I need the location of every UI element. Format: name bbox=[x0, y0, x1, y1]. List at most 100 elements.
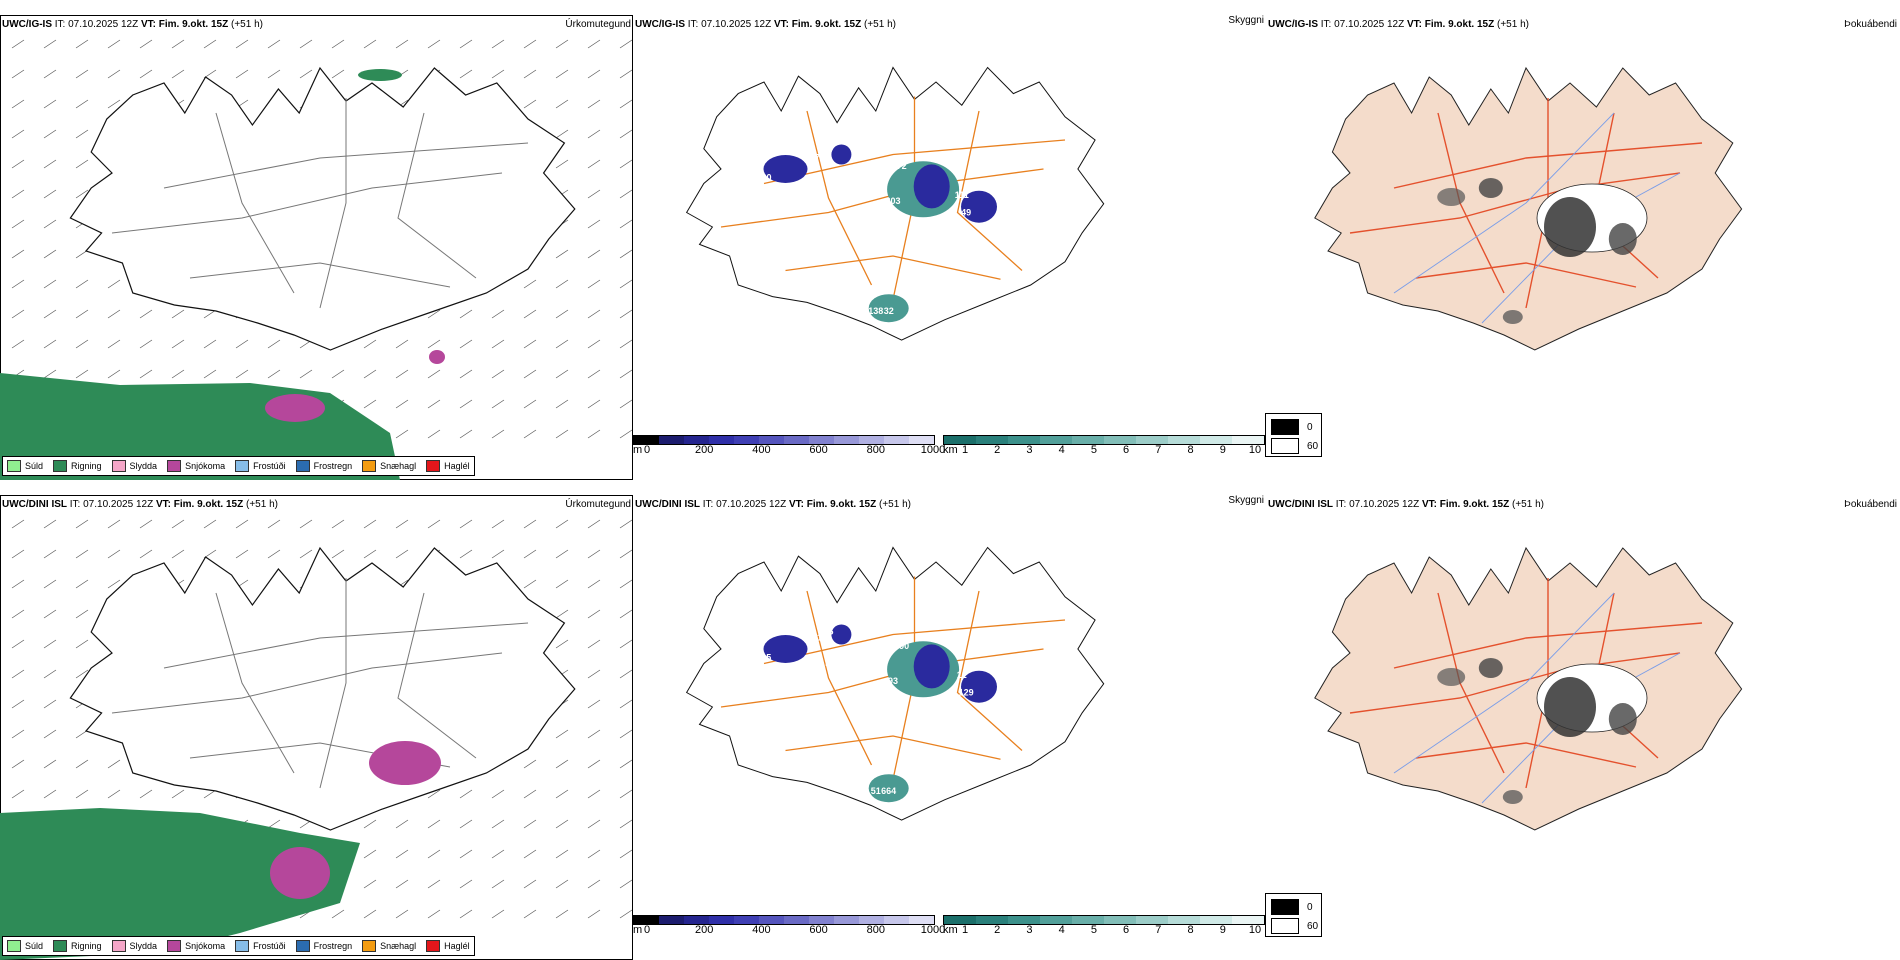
colorbar-tick: 5 bbox=[1090, 444, 1097, 456]
wind-barb bbox=[11, 129, 25, 139]
vt-label: VT: bbox=[1406, 19, 1422, 30]
model-name: UWC/IG-IS bbox=[635, 19, 685, 30]
wind-barb bbox=[363, 549, 377, 559]
wind-barb bbox=[43, 69, 57, 79]
road bbox=[215, 112, 295, 294]
wind-barb bbox=[587, 399, 601, 409]
low-vis-area bbox=[831, 624, 852, 645]
road bbox=[319, 578, 347, 789]
legend-swatch bbox=[53, 460, 68, 472]
colorbar-segment bbox=[1232, 436, 1264, 444]
colorbar-tick: 8 bbox=[1187, 444, 1194, 456]
colorbar-segment bbox=[1168, 436, 1200, 444]
low-vis-area bbox=[961, 190, 997, 223]
colorbar-tick: 0 bbox=[643, 924, 651, 936]
colorbar-tick: 10 bbox=[1248, 924, 1262, 936]
visibility-label: 70 bbox=[815, 152, 825, 162]
colorbar-segment bbox=[1104, 916, 1136, 924]
wind-barb bbox=[555, 339, 569, 349]
road bbox=[1415, 262, 1637, 288]
road bbox=[763, 139, 1066, 185]
it-label: IT: bbox=[54, 19, 66, 30]
colorbar-tick: 800 bbox=[866, 444, 885, 456]
wind-barb bbox=[75, 369, 89, 379]
wind-barb bbox=[427, 819, 441, 829]
it-value: 07.10.2025 12Z bbox=[1349, 499, 1420, 510]
road bbox=[785, 255, 1001, 280]
low-vis-area bbox=[961, 670, 997, 703]
colorbar-tick: 6 bbox=[1123, 444, 1130, 456]
visibility-label: 56 bbox=[823, 627, 833, 637]
colorbar-segment bbox=[1072, 916, 1104, 924]
wind-barb bbox=[427, 909, 441, 919]
vt-label: VT: bbox=[140, 19, 156, 30]
visibility-label: 390 bbox=[894, 641, 909, 651]
wind-barb bbox=[331, 519, 345, 529]
wind-barb bbox=[619, 699, 633, 709]
wind-barb bbox=[331, 909, 345, 919]
wind-barb bbox=[267, 39, 281, 49]
wind-barb bbox=[11, 639, 25, 649]
colorbar-segment bbox=[784, 436, 809, 444]
wind-barb bbox=[555, 99, 569, 109]
legend-item: Snjókoma bbox=[167, 940, 225, 952]
wind-barb bbox=[555, 159, 569, 169]
legend-item: Súld bbox=[7, 940, 43, 952]
road bbox=[319, 98, 347, 309]
river bbox=[1393, 592, 1615, 774]
wind-barb bbox=[587, 849, 601, 859]
ceiling-bar bbox=[633, 435, 935, 445]
wind-barb bbox=[587, 309, 601, 319]
precip-panel-bottom: UWC/DINI ISL IT: 07.10.2025 12Z VT: Fim.… bbox=[0, 495, 633, 960]
wind-barb bbox=[171, 69, 185, 79]
legend-swatch bbox=[235, 940, 250, 952]
wind-barb bbox=[523, 69, 537, 79]
precip-legend: Súld Rigning Slydda Snjókoma Frostúði Frostre… bbox=[2, 936, 475, 956]
visibility-label: 12 bbox=[828, 178, 838, 188]
wind-barb bbox=[395, 909, 409, 919]
wind-barb bbox=[363, 519, 377, 529]
colorbar-tick: 400 bbox=[752, 444, 771, 456]
precip-panel-top: UWC/IG-IS IT: 07.10.2025 12Z VT: Fim. 9.… bbox=[0, 15, 633, 480]
colorbar-tick: 0 bbox=[643, 444, 651, 456]
wind-barb bbox=[11, 219, 25, 229]
wind-barb bbox=[11, 789, 25, 799]
road-network bbox=[1349, 578, 1703, 789]
wind-barb bbox=[107, 519, 121, 529]
wind-barb bbox=[427, 369, 441, 379]
wind-barb bbox=[523, 279, 537, 289]
visibility-label: 664 bbox=[881, 786, 896, 796]
legend-swatch bbox=[53, 940, 68, 952]
wind-barb bbox=[43, 189, 57, 199]
model-name: UWC/DINI ISL bbox=[635, 499, 700, 510]
wind-barb bbox=[523, 909, 537, 919]
colorbar-segment bbox=[734, 916, 759, 924]
colorbar-segment bbox=[734, 436, 759, 444]
wind-barb bbox=[11, 39, 25, 49]
wind-barb bbox=[587, 669, 601, 679]
wind-barb bbox=[139, 69, 153, 79]
legend-label: Snæhagl bbox=[380, 941, 417, 951]
visibility-label: 305 bbox=[825, 658, 840, 668]
wind-barb bbox=[75, 759, 89, 769]
wind-barb bbox=[171, 549, 185, 559]
wind-barb bbox=[363, 399, 377, 409]
wind-barb bbox=[427, 429, 441, 439]
wind-barb bbox=[619, 279, 633, 289]
river bbox=[1393, 112, 1615, 294]
wind-barb bbox=[43, 549, 57, 559]
legend-swatch bbox=[111, 460, 126, 472]
colorbar-tick: 1000 bbox=[920, 924, 946, 936]
coastline bbox=[1314, 546, 1743, 831]
wind-barb bbox=[427, 39, 441, 49]
legend-label: Haglél bbox=[444, 461, 470, 471]
wind-barb bbox=[619, 249, 633, 259]
visibility-ticks: 1 2 3 4 5 6 7 8 9 10 bbox=[962, 444, 1261, 458]
wind-barb bbox=[619, 369, 633, 379]
wind-barb bbox=[363, 369, 377, 379]
road-network bbox=[111, 578, 529, 789]
wind-barb bbox=[43, 579, 57, 589]
wind-barb bbox=[587, 129, 601, 139]
legend-swatch bbox=[295, 940, 310, 952]
panel-title-visibility: Skyggni bbox=[1228, 15, 1264, 26]
